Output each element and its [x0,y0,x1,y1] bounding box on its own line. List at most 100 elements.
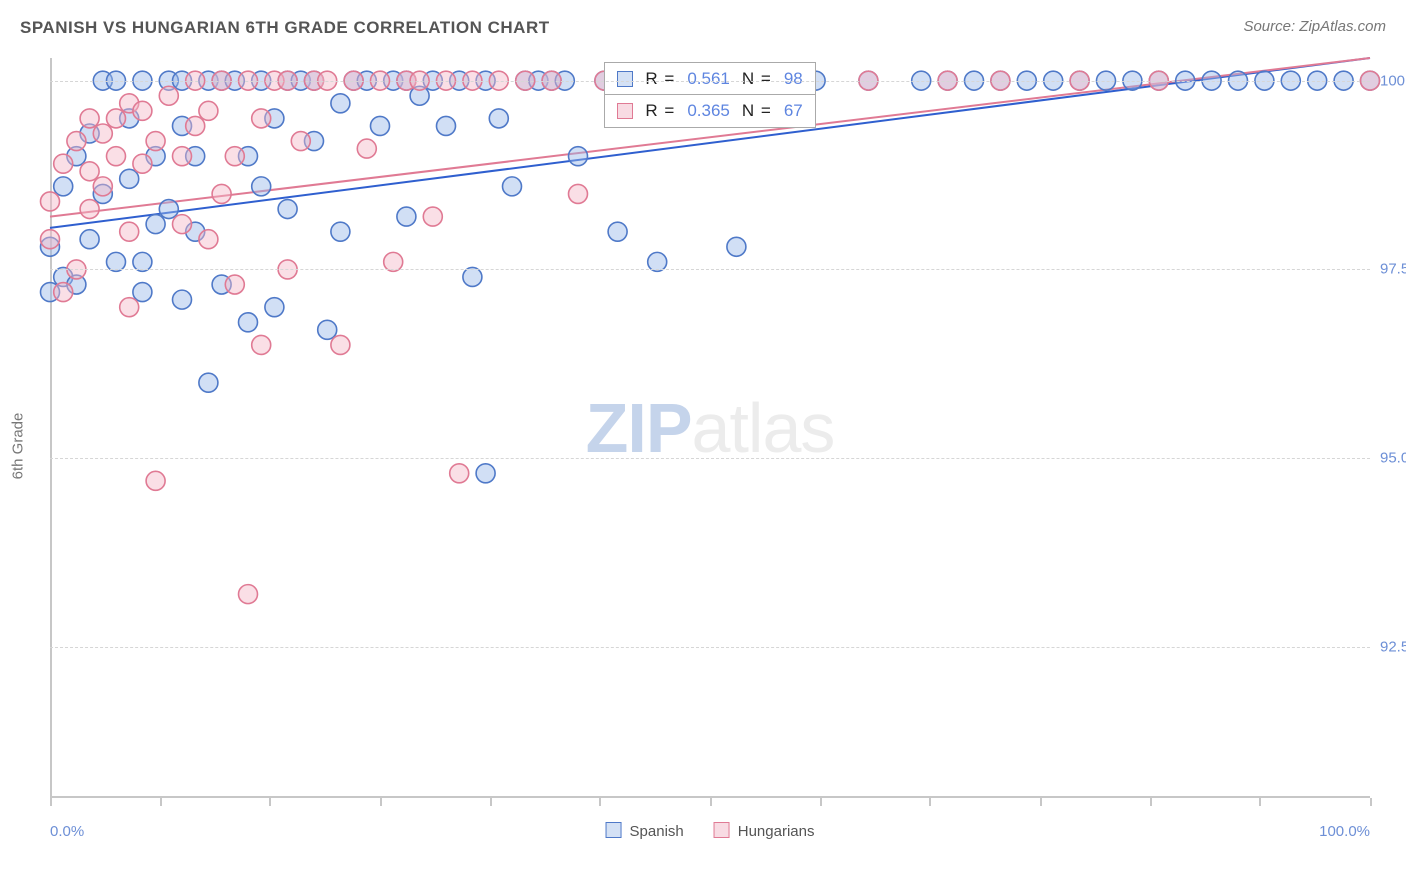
data-point [67,132,86,151]
data-point [146,215,165,234]
data-point [133,154,152,173]
correlation-box-spanish: R = 0.561 N = 98 [604,62,815,96]
data-point [199,101,218,120]
data-point [252,177,271,196]
data-point [80,109,99,128]
x-tick-mark [1370,798,1372,806]
data-point [159,200,178,219]
data-point [54,283,73,302]
data-point [173,215,192,234]
plot-area: ZIPatlas R = 0.561 N = 98 R = 0.365 N = … [50,58,1370,798]
x-tick-mark [929,798,931,806]
y-tick-label: 100.0% [1380,72,1406,89]
data-point [239,313,258,332]
data-point [120,222,139,241]
data-point [199,230,218,249]
x-tick-mark [820,798,822,806]
correlation-box-hungarians: R = 0.365 N = 67 [604,94,815,128]
data-point [318,320,337,339]
data-point [278,200,297,219]
data-point [93,177,112,196]
data-point [331,222,350,241]
data-point [397,207,416,226]
data-point [120,169,139,188]
data-point [173,147,192,166]
data-point [437,116,456,135]
data-point [41,230,60,249]
data-point [503,177,522,196]
data-point [476,464,495,483]
corr-r-value-spanish: 0.561 [687,69,730,89]
data-point [608,222,627,241]
x-tick-mark [160,798,162,806]
chart-title: SPANISH VS HUNGARIAN 6TH GRADE CORRELATI… [20,18,1386,38]
data-point [357,139,376,158]
corr-swatch-hungarians [617,103,633,119]
y-tick-label: 95.0% [1380,450,1406,467]
legend-swatch-hungarians [714,822,730,838]
corr-n-value-hungarians: 67 [784,101,803,121]
x-axis-legend: Spanish Hungarians [606,822,815,840]
x-tick-mark [490,798,492,806]
legend-label-spanish: Spanish [630,823,684,840]
data-point [371,116,390,135]
data-point [225,275,244,294]
gridline [50,647,1370,648]
data-point [423,207,442,226]
data-point [225,147,244,166]
data-point [450,464,469,483]
data-point [93,124,112,143]
legend-label-hungarians: Hungarians [738,823,815,840]
data-point [291,132,310,151]
source-label: Source: ZipAtlas.com [1243,18,1386,35]
data-point [331,94,350,113]
data-point [41,192,60,211]
corr-r-label-hungarians: R = [645,101,675,121]
x-tick-mark [1150,798,1152,806]
data-point [107,147,126,166]
y-axis-title: 6th Grade [10,413,27,480]
header-row: SPANISH VS HUNGARIAN 6TH GRADE CORRELATI… [20,18,1386,42]
x-tick-mark [710,798,712,806]
data-point [80,162,99,181]
data-point [133,101,152,120]
data-point [54,154,73,173]
data-point [146,132,165,151]
corr-r-value-hungarians: 0.365 [687,101,730,121]
data-point [239,585,258,604]
gridline [50,269,1370,270]
x-tick-mark [380,798,382,806]
data-point [727,237,746,256]
data-point [252,109,271,128]
x-tick-mark [599,798,601,806]
data-svg [50,58,1370,798]
data-point [252,335,271,354]
data-point [331,335,350,354]
data-point [212,184,231,203]
corr-r-label-spanish: R = [645,69,675,89]
data-point [146,471,165,490]
data-point [265,298,284,317]
y-tick-label: 97.5% [1380,261,1406,278]
legend-item-spanish: Spanish [606,822,684,840]
legend-swatch-spanish [606,822,622,838]
data-point [80,230,99,249]
data-point [54,177,73,196]
data-point [489,109,508,128]
x-tick-mark [269,798,271,806]
data-point [186,116,205,135]
data-point [107,109,126,128]
data-point [159,86,178,105]
data-point [569,184,588,203]
corr-swatch-spanish [617,71,633,87]
x-tick-label-max: 100.0% [1319,823,1370,840]
data-point [173,290,192,309]
x-tick-label-min: 0.0% [50,823,84,840]
data-point [133,283,152,302]
legend-item-hungarians: Hungarians [714,822,815,840]
corr-n-label-spanish: N = [742,69,772,89]
chart-container: SPANISH VS HUNGARIAN 6TH GRADE CORRELATI… [0,0,1406,892]
x-tick-mark [50,798,52,806]
gridline [50,458,1370,459]
data-point [199,373,218,392]
